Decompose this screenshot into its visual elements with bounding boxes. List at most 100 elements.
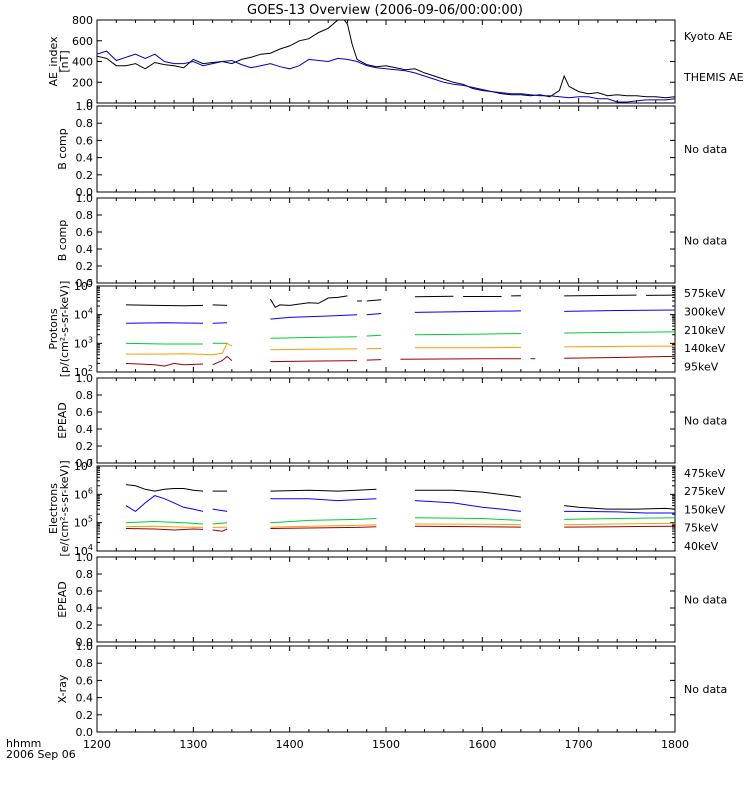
panel-epead1: 0.0 0.2 0.4 0.6 0.8 1.0 EPEAD No data xyxy=(56,372,727,470)
series-line-75kev xyxy=(414,500,521,512)
series-line-275kev xyxy=(270,524,377,528)
series-line-140kev xyxy=(564,309,675,312)
y-tick-label: 105 xyxy=(74,515,93,530)
series-line-95kev xyxy=(414,295,454,298)
y-tick-label: 0.8 xyxy=(76,117,94,130)
y-axis-label: EPEAD xyxy=(56,402,69,439)
no-data-label: No data xyxy=(684,594,727,607)
y-tick-label: 0.2 xyxy=(76,619,94,632)
y-tick-label: 0.8 xyxy=(76,657,94,670)
panel-ae: 0 200 400 600 800 AE_index[nT] Kyoto AE THEMIS … xyxy=(47,14,744,110)
y-tick-label: 0.6 xyxy=(76,226,94,239)
series-line-95kev xyxy=(366,299,382,302)
series-line-140kev xyxy=(366,313,382,316)
y-tick-label: 1.0 xyxy=(76,551,94,564)
y-tick-label: 0.2 xyxy=(76,440,94,453)
series-line-40kev xyxy=(564,505,675,510)
y-axis-label: [p/(cm²-s-sr-keV)] xyxy=(58,281,71,378)
x-tick-label: 1300 xyxy=(179,738,207,751)
series-line-575kev xyxy=(400,358,521,360)
series-line-475kev xyxy=(270,526,377,529)
y-axis-label: [nT] xyxy=(58,50,71,72)
series-line-95kev xyxy=(564,294,637,297)
series-line-210kev xyxy=(414,333,521,336)
panel-frame xyxy=(96,465,676,552)
panel-b2: 0.0 0.2 0.4 0.6 0.8 1.0 B comp No data xyxy=(56,192,727,290)
y-tick-label: 0.8 xyxy=(76,389,94,402)
y-tick-label: 0.0 xyxy=(76,277,94,290)
legend-entry: 75keV xyxy=(684,522,719,535)
y-axis-label: B comp xyxy=(56,220,69,262)
panel-frame xyxy=(96,197,676,284)
series-line-95kev xyxy=(125,304,204,307)
series-line-150kev xyxy=(212,522,228,525)
y-axis-label: EPEAD xyxy=(56,581,69,618)
y-tick-label: 0.6 xyxy=(76,674,94,687)
x-tick-label: 1400 xyxy=(276,738,304,751)
series-line-95kev xyxy=(269,295,348,308)
no-data-label: No data xyxy=(684,415,727,428)
series-line-575kev xyxy=(366,359,382,361)
panel-frame xyxy=(96,556,676,643)
legend-entry: 475keV xyxy=(684,467,726,480)
y-tick-label: 1.0 xyxy=(76,100,94,113)
legend-entry: 150keV xyxy=(684,503,726,516)
y-tick-label: 0.8 xyxy=(76,568,94,581)
series-line-275kev xyxy=(564,522,675,526)
y-tick-label: 104 xyxy=(74,307,93,322)
y-tick-label: 104 xyxy=(74,543,93,558)
series-line-210kev xyxy=(564,331,675,334)
x-tick-label: 1200 xyxy=(83,738,111,751)
y-tick-label: 0.2 xyxy=(76,169,94,182)
series-line-210kev xyxy=(366,334,382,337)
legend-entry: THEMIS AE xyxy=(683,71,744,84)
chart-title: GOES-13 Overview (2006-09-06/00:00:00) xyxy=(247,3,523,18)
series-line-575kev xyxy=(125,362,204,367)
y-tick-label: 102 xyxy=(74,364,93,379)
series-line-140kev xyxy=(212,322,228,324)
legend-entry: 275keV xyxy=(684,485,726,498)
y-tick-label: 0.6 xyxy=(76,585,94,598)
y-tick-label: 0.4 xyxy=(76,692,94,705)
series-line-475kev xyxy=(212,528,228,532)
no-data-label: No data xyxy=(684,235,727,248)
panel-frame xyxy=(96,377,676,464)
series-line-75kev xyxy=(212,508,228,512)
series-line-475kev xyxy=(125,528,204,531)
series-line-150kev xyxy=(125,520,204,525)
series-group xyxy=(125,294,675,367)
series-line-themis-ae xyxy=(97,50,675,103)
series-line-275kev xyxy=(125,525,204,528)
y-tick-label: 0.8 xyxy=(76,209,94,222)
series-line-40kev xyxy=(414,489,521,498)
y-tick-label: 0.2 xyxy=(76,260,94,273)
legend-entry: 95keV xyxy=(684,361,719,374)
panel-frame xyxy=(96,285,676,373)
panel-xray: 0.0 0.2 0.4 0.6 0.8 1.0 X-ray No data xyxy=(56,640,727,739)
series-group xyxy=(125,484,675,532)
series-group xyxy=(97,20,675,103)
y-tick-label: 0.6 xyxy=(76,406,94,419)
y-tick-label: 105 xyxy=(74,278,93,293)
series-line-300kev xyxy=(125,342,233,356)
series-line-150kev xyxy=(414,517,521,521)
series-line-95kev xyxy=(212,304,228,306)
y-tick-label: 107 xyxy=(74,458,93,473)
y-axis-label: Electrons xyxy=(47,483,60,534)
series-line-210kev xyxy=(125,342,203,345)
series-line-140kev xyxy=(414,310,521,313)
y-tick-label: 1.0 xyxy=(76,640,94,653)
no-data-label: No data xyxy=(684,683,727,696)
series-line-575kev xyxy=(212,355,233,366)
y-tick-label: 0.4 xyxy=(76,243,94,256)
x-axis-label-line1: hhmm xyxy=(6,737,41,750)
y-tick-label: 103 xyxy=(74,335,93,350)
series-line-475kev xyxy=(564,525,675,528)
no-data-label: No data xyxy=(684,143,727,156)
series-line-300kev xyxy=(564,345,675,348)
panel-b1: 0.0 0.2 0.4 0.6 0.8 1.0 B comp No data xyxy=(56,100,727,199)
x-tick-label: 1800 xyxy=(661,738,689,751)
y-tick-label: 0.0 xyxy=(76,726,94,739)
y-axis-label: [e/(cm²-s-sr-keV)] xyxy=(58,460,71,556)
